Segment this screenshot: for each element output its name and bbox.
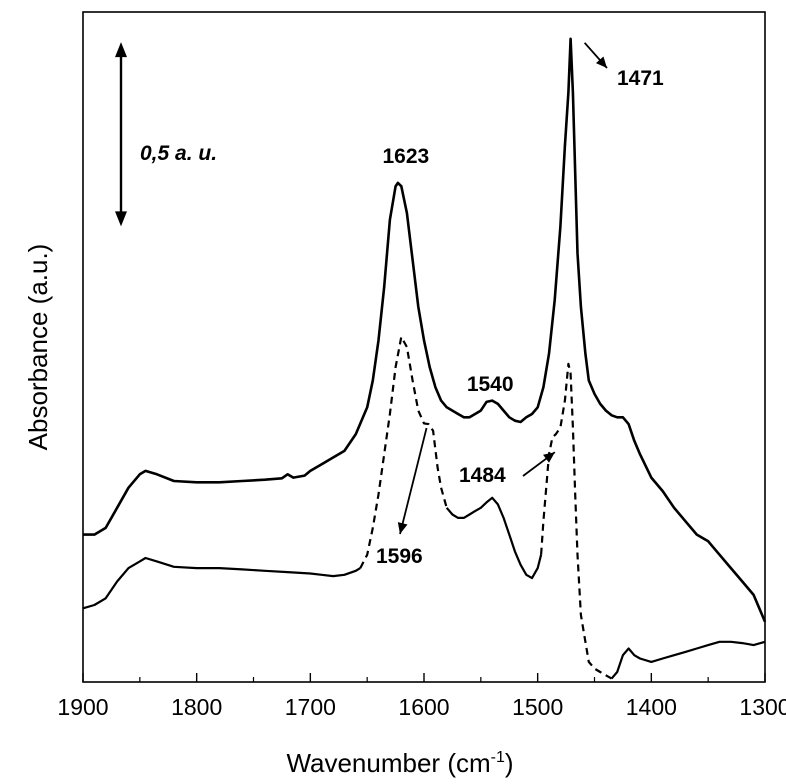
arrow-1596-head [397,522,408,534]
scale-bar: 0,5 a. u. [115,42,217,227]
x-tick-label: 1300 [739,694,786,720]
series-line-lower-solid-2 [445,496,543,580]
scale-bar-label: 0,5 a. u. [140,142,217,165]
scale-bar-arrowhead-top [115,42,127,58]
series-line-lower-dashed-1 [359,335,448,569]
arrow-1596-shaft [399,427,428,535]
peak-label-1484: 1484 [459,464,506,487]
x-axis-title: Wavenumber (cm-1) [286,748,513,778]
series-line-upper [83,37,767,623]
x-axis-ticks [82,673,766,682]
scale-bar-arrowhead-bottom [115,211,127,227]
peak-label-1596: 1596 [376,545,423,568]
series-line-lower-solid-4 [610,640,766,680]
x-tick-label: 1600 [398,694,449,720]
x-tick-label: 1800 [171,694,222,720]
x-tick-label: 1900 [57,694,108,720]
x-axis-title-main: Wavenumber (cm [286,748,490,778]
series-layer [82,37,767,680]
x-axis-tick-labels: 1900 1800 1700 1600 1500 1400 1300 [57,694,786,720]
y-axis-title: Absorbance (a.u.) [23,244,53,451]
peak-label-1471: 1471 [617,67,664,90]
x-axis-title-superscript: -1 [491,749,505,766]
x-tick-label: 1400 [626,694,677,720]
arrow-1471-head [595,56,607,68]
peak-annotations: 1623 1540 1471 1484 1596 [376,42,664,568]
peak-label-1540: 1540 [467,373,514,396]
plot-frame [82,11,766,683]
peak-label-1623: 1623 [382,145,429,168]
x-axis-title-close: ) [505,748,514,778]
arrow-1484-head [543,452,555,463]
series-line-lower-dashed-3 [540,362,613,680]
series-line-lower-solid-0 [82,556,361,610]
x-tick-label: 1500 [512,694,563,720]
x-tick-label: 1700 [285,694,336,720]
